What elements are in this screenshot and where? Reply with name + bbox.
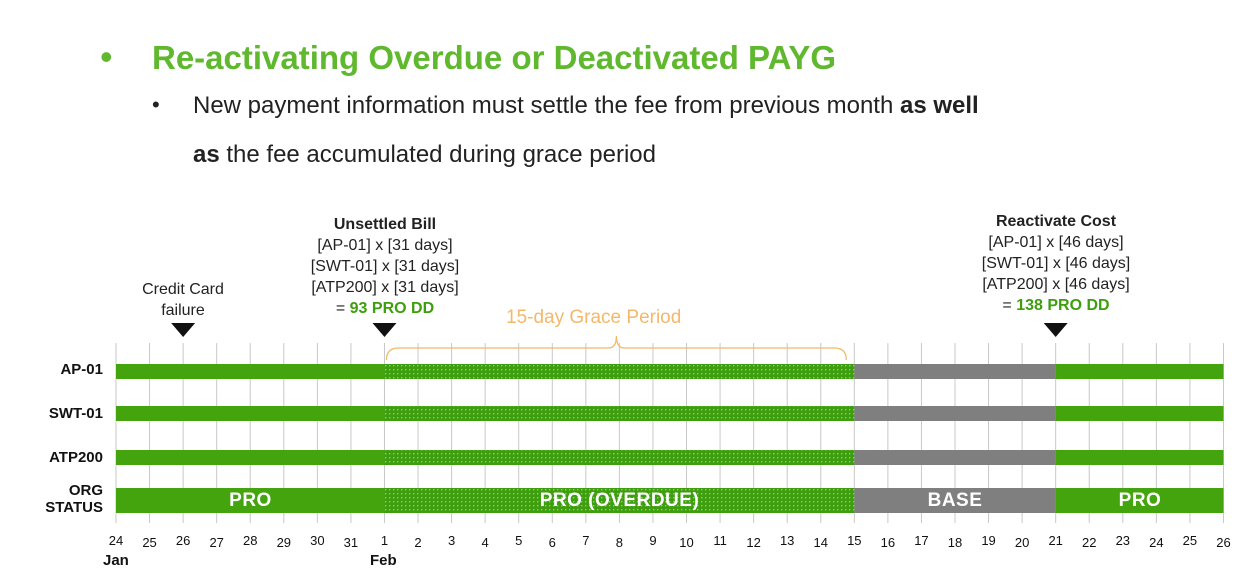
- credit-card-failure-marker: [171, 323, 196, 337]
- org-status-line-1: ORG: [68, 482, 103, 499]
- title-bullet: •: [100, 36, 113, 77]
- axis-day-label: 30: [310, 533, 325, 548]
- reactivate-item-atp200: [ATP200] x [46 days]: [982, 276, 1130, 293]
- row-label-swt01: SWT-01: [48, 405, 103, 422]
- reactivate-total: = 138 PRO DD: [963, 295, 1149, 316]
- axis-day-label: 26: [175, 533, 191, 548]
- description-line-1: New payment information must settle the …: [193, 90, 979, 122]
- bar-org-status-pro-0: [116, 488, 385, 513]
- bar-swt01-pro-3: [1055, 406, 1224, 421]
- reactivate-eq: =: [1002, 297, 1017, 314]
- axis-day-label: 6: [548, 535, 556, 550]
- bar-ap01-overdue-1: [384, 364, 855, 379]
- axis-day-label: 15: [847, 533, 862, 548]
- axis-day-label: 19: [981, 533, 996, 548]
- axis-day-label: 12: [746, 535, 761, 550]
- page-title: Re-activating Overdue or Deactivated PAY…: [152, 39, 837, 76]
- axis-day-label: 24: [1149, 535, 1164, 550]
- description-line-1-text: New payment information must settle the …: [193, 92, 900, 119]
- axis-day-label: 26: [1216, 535, 1231, 550]
- status-label-pro: PRO: [229, 490, 272, 511]
- unsettled-total-value: 93 PRO DD: [349, 300, 435, 317]
- row-label-atp200: ATP200: [49, 449, 103, 466]
- status-label-pro-overdue: PRO (OVERDUE): [539, 490, 700, 511]
- month-label-feb: Feb: [370, 552, 397, 569]
- bar-org-status-pro-3: [1055, 488, 1224, 513]
- sub-bullet: •: [152, 92, 160, 117]
- reactivate-cost-annotation: Reactivate Cost [AP-01] x [46 days] [SWT…: [963, 211, 1149, 316]
- axis-day-label: 1: [380, 533, 389, 548]
- axis-day-label: 16: [880, 535, 896, 550]
- axis-day-label: 23: [1115, 533, 1131, 548]
- bar-swt01-pro-0: [116, 406, 385, 421]
- bar-swt01-overdue-1: [384, 406, 855, 421]
- reactivate-item-ap01: [AP-01] x [46 days]: [988, 234, 1124, 251]
- bar-ap01-base-2: [854, 364, 1056, 379]
- bar-atp200-pro-0: [116, 450, 385, 465]
- axis-day-label: 11: [713, 533, 727, 548]
- axis-day-label: 21: [1048, 533, 1063, 548]
- bar-swt01-base-2: [854, 406, 1056, 421]
- unsettled-total: = 93 PRO DD: [294, 298, 476, 319]
- unsettled-item-swt01: [SWT-01] x [31 days]: [310, 258, 460, 275]
- description-line-1-bold: as well: [899, 92, 979, 119]
- axis-day-label: 4: [481, 535, 489, 550]
- reactivate-item-swt01: [SWT-01] x [46 days]: [981, 255, 1131, 272]
- axis-day-label: 29: [276, 535, 292, 550]
- bar-atp200-base-2: [854, 450, 1056, 465]
- row-label-ap01: AP-01: [60, 361, 103, 378]
- unsettled-bill-marker: [372, 323, 397, 337]
- axis-day-label: 17: [914, 533, 929, 548]
- axis-day-label: 31: [343, 535, 359, 550]
- credit-card-line-2: failure: [161, 302, 205, 319]
- axis-day-label: 2: [414, 535, 422, 550]
- axis-day-label: 14: [813, 535, 828, 550]
- axis-day-label: 10: [679, 535, 694, 550]
- org-status-line-2: STATUS: [45, 499, 103, 516]
- unsettled-bill-annotation: Unsettled Bill [AP-01] x [31 days] [SWT-…: [294, 214, 476, 319]
- axis-day-label: 20: [1014, 535, 1030, 550]
- bar-org-status-overdue-1: [384, 488, 855, 513]
- axis-day-label: 3: [447, 533, 456, 548]
- axis-day-label: 28: [243, 533, 258, 548]
- reactivate-marker: [1043, 323, 1068, 337]
- description-line-2-text: the fee accumulated during grace period: [219, 141, 656, 168]
- credit-card-failure-label: Credit Card failure: [128, 279, 238, 321]
- unsettled-item-atp200: [ATP200] x [31 days]: [311, 279, 459, 296]
- event-markers: [171, 323, 1068, 337]
- bar-ap01-pro-3: [1055, 364, 1224, 379]
- axis-day-label: 27: [209, 535, 224, 550]
- bar-ap01-pro-0: [116, 364, 385, 379]
- grace-period-brace: [385, 335, 847, 361]
- grace-period-label: 15-day Grace Period: [506, 307, 682, 328]
- reactivate-cost-title: Reactivate Cost: [995, 213, 1117, 230]
- status-bars: [116, 364, 1224, 513]
- bar-atp200-pro-3: [1055, 450, 1224, 465]
- axis-day-label: 9: [649, 533, 657, 548]
- axis-day-label: 5: [515, 533, 523, 548]
- axis-day-label: 7: [582, 533, 590, 548]
- axis-day-label: 13: [779, 533, 795, 548]
- axis-day-label: 8: [615, 535, 623, 550]
- unsettled-item-ap01: [AP-01] x [31 days]: [317, 237, 453, 254]
- status-label-pro-reactivated: PRO: [1118, 490, 1162, 511]
- axis-day-label: 22: [1082, 535, 1097, 550]
- unsettled-eq: =: [335, 300, 350, 317]
- bar-atp200-overdue-1: [384, 450, 855, 465]
- axis-day-label: 18: [947, 535, 963, 550]
- description-line-2: as the fee accumulated during grace peri…: [193, 139, 656, 171]
- row-label-org-status: ORG STATUS: [0, 482, 103, 516]
- credit-card-line-1: Credit Card: [142, 281, 224, 298]
- month-label-jan: Jan: [103, 552, 129, 569]
- axis-day-label: 25: [1182, 533, 1198, 548]
- reactivate-total-value: 138 PRO DD: [1016, 297, 1110, 314]
- axis-day-label: 25: [142, 535, 157, 550]
- axis-day-label: 24: [108, 533, 124, 548]
- bar-org-status-base-2: [854, 488, 1056, 513]
- status-label-base: BASE: [927, 490, 983, 511]
- description-line-2-bold: as: [193, 141, 220, 168]
- unsettled-bill-title: Unsettled Bill: [333, 216, 437, 233]
